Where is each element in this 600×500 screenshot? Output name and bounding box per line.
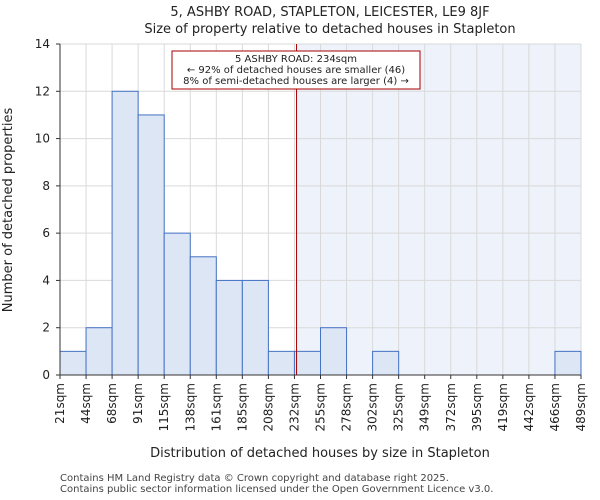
x-tick-label: 21sqm — [53, 383, 67, 424]
bar[interactable] — [59, 350, 87, 376]
x-tick-label: 302sqm — [366, 383, 380, 431]
x-tick-label: 442sqm — [522, 383, 536, 431]
bar[interactable] — [267, 350, 295, 376]
x-tick-label: 185sqm — [235, 383, 249, 431]
x-tick-label: 278sqm — [340, 383, 354, 431]
bar[interactable] — [85, 327, 113, 376]
x-tick-label: 466sqm — [548, 383, 562, 431]
x-tick-label: 68sqm — [105, 383, 119, 424]
annotation-line2: ← 92% of detached houses are smaller (46… — [187, 65, 405, 76]
y-tick-label: 0 — [42, 368, 50, 382]
y-axis-label: Number of detached properties — [1, 108, 16, 313]
bar[interactable] — [554, 350, 582, 376]
y-tick-label: 8 — [42, 179, 50, 193]
y-tick-label: 10 — [35, 132, 50, 146]
bar[interactable] — [163, 232, 191, 376]
x-tick-label: 255sqm — [314, 383, 328, 431]
y-tick-label: 12 — [35, 84, 50, 98]
highlight-region — [296, 44, 581, 375]
y-tick-label: 2 — [42, 321, 50, 335]
annotation-line3: 8% of semi-detached houses are larger (4… — [183, 76, 409, 87]
annotation-box — [171, 50, 421, 90]
chart-subtitle: Size of property relative to detached ho… — [144, 22, 515, 37]
y-tick-label: 4 — [42, 273, 50, 287]
bar[interactable] — [293, 350, 322, 376]
bar[interactable] — [137, 114, 165, 376]
x-tick-label: 325sqm — [392, 383, 406, 431]
x-tick-label: 395sqm — [470, 383, 484, 431]
bar[interactable] — [189, 256, 217, 376]
x-tick-label: 161sqm — [209, 383, 223, 431]
x-tick-label: 138sqm — [183, 383, 197, 431]
x-tick-label: 208sqm — [261, 383, 275, 431]
x-tick-label: 349sqm — [418, 383, 432, 431]
chart-title: 5, ASHBY ROAD, STAPLETON, LEICESTER, LE9… — [170, 5, 489, 20]
x-tick-label: 372sqm — [444, 383, 458, 431]
bar[interactable] — [215, 279, 243, 376]
x-tick-label: 489sqm — [574, 383, 588, 431]
bar[interactable] — [241, 279, 269, 376]
bar[interactable] — [320, 327, 348, 376]
y-tick-label: 14 — [35, 37, 50, 51]
x-tick-label: 91sqm — [131, 383, 145, 424]
plot-area: 0 2 4 6 8 10 12 14 21sqm 44sqm 68sqm 91sqm 115sqm 138… — [35, 37, 588, 431]
annotation-line1: 5 ASHBY ROAD: 234sqm — [235, 54, 357, 65]
footer-copyright: Contains HM Land Registry data © Crown c… — [60, 473, 449, 484]
x-tick-label: 44sqm — [79, 383, 93, 424]
bar[interactable] — [372, 350, 400, 376]
footer-licence: Contains public sector information licen… — [60, 484, 494, 495]
x-tick-label: 115sqm — [157, 383, 171, 431]
x-tick-label: 232sqm — [287, 383, 301, 431]
x-axis-label: Distribution of detached houses by size … — [150, 446, 490, 461]
y-tick-label: 6 — [42, 226, 50, 240]
bar[interactable] — [111, 90, 139, 376]
x-tick-label: 419sqm — [496, 383, 510, 431]
